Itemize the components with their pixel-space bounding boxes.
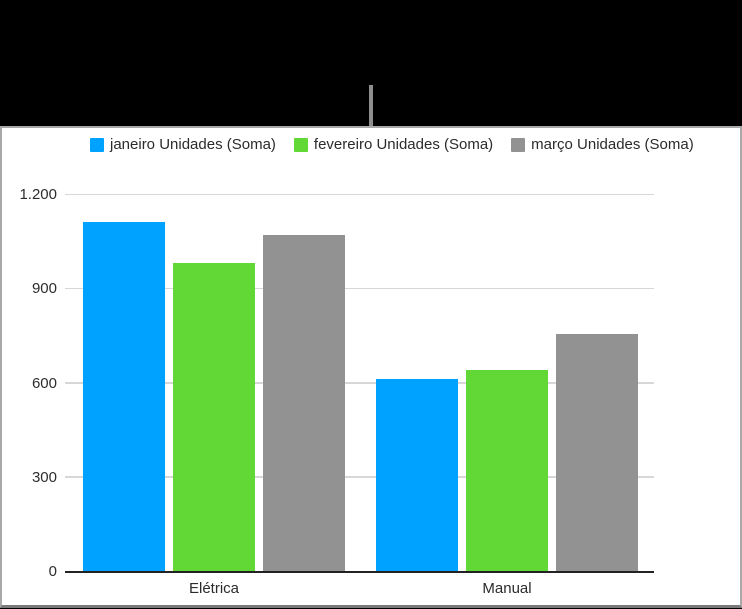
legend-item-janeiro[interactable]: janeiro Unidades (Soma) (90, 135, 276, 155)
gridline-900 (65, 287, 654, 290)
gridline-600 (65, 382, 654, 384)
gridline-1200 (65, 193, 654, 195)
bar-eletrica-fevereiro[interactable] (173, 263, 255, 571)
y-tick-label: 0 (48, 563, 57, 580)
plot-area (65, 193, 654, 573)
y-tick-label: 1.200 (19, 186, 57, 203)
y-tick-label: 900 (31, 280, 57, 298)
x-tick-label-manual: Manual (482, 580, 532, 597)
bar-manual-janeiro[interactable] (376, 379, 458, 571)
y-tick-label: 300 (31, 468, 57, 486)
legend-swatch-fevereiro (293, 138, 308, 152)
legend-label: março Unidades (Soma) (531, 136, 694, 153)
y-tick-label: 600 (31, 374, 57, 392)
callout-pointer-line (369, 85, 373, 127)
x-axis-line (65, 570, 654, 573)
bar-manual-fevereiro[interactable] (466, 369, 548, 571)
legend-item-marco[interactable]: março Unidades (Soma) (511, 135, 694, 155)
legend-label: fevereiro Unidades (Soma) (313, 136, 494, 153)
chart-legend: janeiro Unidades (Soma) fevereiro Unidade… (90, 135, 694, 155)
legend-swatch-janeiro (90, 138, 104, 152)
gridline-300 (65, 476, 654, 478)
bar-manual-marco[interactable] (556, 333, 638, 571)
bar-eletrica-janeiro[interactable] (83, 222, 165, 571)
bar-eletrica-marco[interactable] (263, 234, 345, 571)
x-tick-label-eletrica: Elétrica (188, 580, 240, 597)
chart-panel: janeiro Unidades (Soma) fevereiro Unidade… (0, 126, 742, 608)
legend-item-fevereiro[interactable]: fevereiro Unidades (Soma) (293, 135, 494, 155)
legend-label: janeiro Unidades (Soma) (110, 136, 276, 153)
legend-swatch-marco (511, 138, 526, 152)
